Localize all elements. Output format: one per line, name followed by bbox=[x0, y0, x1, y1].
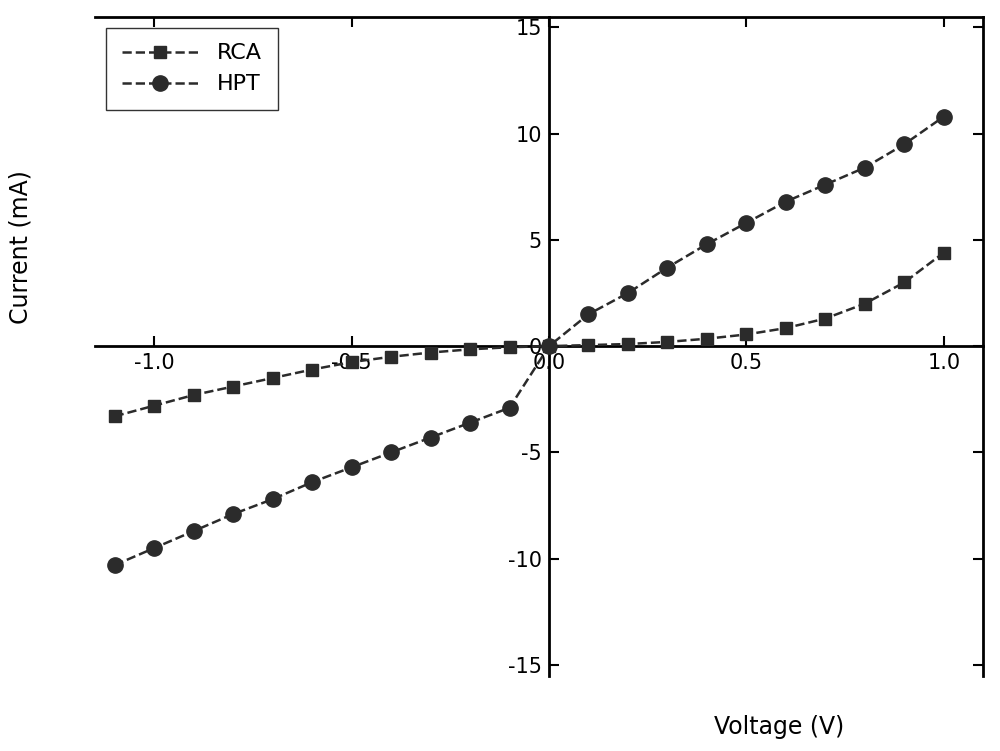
Line: HPT: HPT bbox=[107, 109, 951, 573]
HPT bbox=[701, 240, 713, 249]
RCA bbox=[346, 357, 358, 366]
X-axis label: Voltage (V): Voltage (V) bbox=[714, 715, 844, 739]
RCA bbox=[582, 341, 594, 350]
HPT bbox=[780, 197, 792, 206]
RCA bbox=[148, 401, 160, 410]
RCA bbox=[109, 412, 121, 421]
RCA bbox=[780, 324, 792, 333]
HPT bbox=[109, 560, 121, 569]
HPT bbox=[227, 510, 239, 519]
HPT bbox=[898, 140, 910, 149]
HPT bbox=[543, 342, 555, 351]
HPT bbox=[464, 418, 476, 427]
HPT bbox=[267, 495, 279, 504]
RCA bbox=[188, 391, 200, 400]
RCA bbox=[425, 348, 437, 357]
RCA bbox=[622, 339, 634, 348]
HPT bbox=[661, 263, 673, 272]
RCA bbox=[543, 342, 555, 351]
RCA bbox=[740, 330, 752, 339]
Line: RCA: RCA bbox=[108, 246, 950, 423]
HPT bbox=[425, 433, 437, 442]
RCA bbox=[859, 299, 871, 308]
RCA bbox=[267, 373, 279, 382]
RCA bbox=[504, 342, 516, 351]
HPT bbox=[385, 448, 397, 457]
Legend: RCA, HPT: RCA, HPT bbox=[106, 28, 278, 110]
HPT bbox=[504, 403, 516, 412]
RCA bbox=[306, 365, 318, 374]
RCA bbox=[819, 314, 831, 323]
RCA bbox=[385, 352, 397, 361]
HPT bbox=[148, 544, 160, 553]
HPT bbox=[819, 180, 831, 189]
HPT bbox=[582, 309, 594, 318]
RCA bbox=[464, 345, 476, 354]
HPT bbox=[622, 288, 634, 297]
RCA bbox=[227, 382, 239, 391]
HPT bbox=[346, 463, 358, 472]
HPT bbox=[306, 478, 318, 487]
HPT bbox=[188, 526, 200, 535]
RCA bbox=[898, 278, 910, 287]
HPT bbox=[740, 219, 752, 228]
RCA bbox=[701, 334, 713, 343]
RCA bbox=[661, 337, 673, 346]
HPT bbox=[938, 112, 950, 121]
HPT bbox=[859, 163, 871, 172]
RCA bbox=[938, 248, 950, 257]
Y-axis label: Current (mA): Current (mA) bbox=[9, 170, 33, 324]
